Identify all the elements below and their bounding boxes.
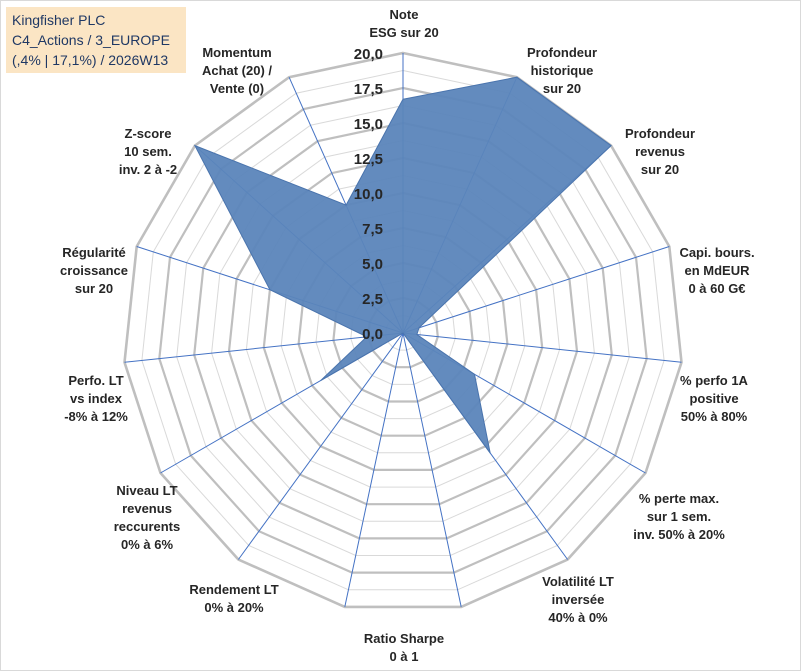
chart-title-box: Kingfisher PLC C4_Actions / 3_EUROPE (,4… xyxy=(6,7,186,73)
tick-label: 20,0 xyxy=(354,46,383,63)
axis-label: Rendement LT 0% à 20% xyxy=(189,582,278,615)
tick-label: 10,0 xyxy=(354,186,383,203)
axis-label: Capi. bours. en MdEUR 0 à 60 G€ xyxy=(679,245,754,296)
grid-ring xyxy=(141,69,665,591)
series-area xyxy=(193,76,612,454)
grid-ring xyxy=(211,139,595,522)
axis-label: Ratio Sharpe 0 à 1 xyxy=(364,631,444,664)
axis-label: Régularité croissance sur 20 xyxy=(60,245,128,296)
axis-spoke xyxy=(237,332,404,560)
tick-label: 0,0 xyxy=(362,326,383,343)
axis-label: % perte max. sur 1 sem. inv. 50% à 20% xyxy=(633,491,725,542)
axis-label: Profondeur historique sur 20 xyxy=(527,45,597,96)
axis-spoke xyxy=(344,332,404,608)
axis-label: Profondeur revenus sur 20 xyxy=(625,126,695,177)
radar-series xyxy=(193,76,612,454)
title-line-category: C4_Actions / 3_EUROPE xyxy=(12,32,170,48)
grid-ring xyxy=(123,51,683,609)
axis-spoke xyxy=(402,246,670,334)
tick-label: 12,5 xyxy=(354,151,383,168)
tick-label: 17,5 xyxy=(354,81,383,98)
tick-label: 15,0 xyxy=(354,116,383,133)
title-line-company: Kingfisher PLC xyxy=(12,12,106,28)
axis-spoke xyxy=(124,332,404,363)
axis-spoke xyxy=(402,332,462,608)
grid-ring xyxy=(176,104,630,556)
radar-tick-labels: 0,0 2,5 5,0 7,5 10,0 12,5 15,0 17,5 20,0 xyxy=(354,46,383,343)
axis-label: Momentum Achat (20) / Vente (0) xyxy=(202,45,272,96)
axis-label: % perfo 1A positive 50% à 80% xyxy=(680,373,749,424)
axis-label: Note ESG sur 20 xyxy=(369,7,438,40)
axis-spoke xyxy=(402,332,682,363)
radar-axis-labels: Note ESG sur 20 Profondeur historique sur 20… xyxy=(60,7,755,664)
axis-label: Niveau LT revenus reccurents 0% à 6% xyxy=(114,483,180,552)
tick-label: 5,0 xyxy=(362,256,383,273)
title-line-stats: (,4% | 17,1%) / 2026W13 xyxy=(12,52,169,68)
axis-label: Volatilité LT inversée 40% à 0% xyxy=(542,574,614,625)
grid-ring xyxy=(193,121,613,540)
tick-label: 7,5 xyxy=(362,221,383,238)
axis-label: Perfo. LT vs index -8% à 12% xyxy=(64,373,128,424)
tick-label: 2,5 xyxy=(362,291,383,308)
grid-ring xyxy=(158,86,648,574)
axis-label: Z-score 10 sem. inv. 2 à -2 xyxy=(119,126,177,177)
